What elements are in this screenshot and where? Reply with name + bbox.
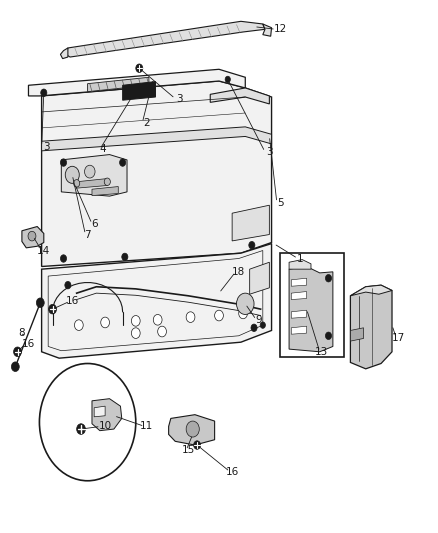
Bar [280, 253, 344, 357]
Polygon shape [94, 406, 105, 417]
Polygon shape [210, 88, 269, 104]
Text: 6: 6 [91, 219, 98, 229]
Circle shape [14, 347, 21, 357]
Polygon shape [22, 227, 44, 248]
Circle shape [28, 231, 36, 241]
Circle shape [158, 326, 166, 337]
Circle shape [74, 320, 83, 330]
Circle shape [249, 241, 255, 249]
Circle shape [60, 159, 67, 166]
Polygon shape [77, 179, 107, 188]
Text: 11: 11 [140, 422, 153, 431]
Circle shape [11, 362, 19, 372]
Circle shape [186, 421, 199, 437]
Polygon shape [60, 48, 68, 59]
Circle shape [153, 314, 162, 325]
Polygon shape [42, 127, 272, 151]
Circle shape [225, 76, 230, 83]
Polygon shape [350, 285, 392, 296]
Circle shape [237, 293, 254, 314]
Circle shape [239, 308, 247, 319]
Text: 16: 16 [66, 296, 79, 306]
Polygon shape [291, 292, 307, 300]
Circle shape [136, 64, 143, 72]
Circle shape [65, 166, 79, 183]
Polygon shape [28, 69, 245, 96]
Polygon shape [88, 77, 149, 92]
Text: 5: 5 [277, 198, 284, 207]
Circle shape [325, 332, 332, 340]
Text: 3: 3 [266, 147, 273, 157]
Circle shape [131, 316, 140, 326]
Circle shape [74, 180, 80, 187]
Polygon shape [61, 155, 127, 196]
Polygon shape [169, 415, 215, 445]
Circle shape [101, 317, 110, 328]
Text: 15: 15 [182, 446, 195, 455]
Text: 14: 14 [37, 246, 50, 255]
Polygon shape [350, 285, 392, 369]
Circle shape [49, 304, 57, 314]
Circle shape [60, 255, 67, 262]
Polygon shape [289, 266, 333, 352]
Text: 18: 18 [232, 267, 245, 277]
Circle shape [122, 253, 128, 261]
Circle shape [215, 310, 223, 321]
Polygon shape [92, 399, 122, 431]
Text: 13: 13 [315, 347, 328, 357]
Text: 10: 10 [99, 422, 112, 431]
Polygon shape [66, 21, 265, 57]
Text: 16: 16 [22, 339, 35, 349]
Text: 7: 7 [84, 230, 91, 239]
Circle shape [39, 364, 136, 481]
Circle shape [85, 165, 95, 178]
Text: 2: 2 [143, 118, 150, 127]
Circle shape [41, 89, 47, 96]
Polygon shape [42, 81, 272, 266]
Text: 1: 1 [297, 254, 304, 263]
Circle shape [65, 281, 71, 289]
Polygon shape [263, 24, 272, 36]
Circle shape [251, 324, 257, 332]
Text: 4: 4 [99, 144, 106, 154]
Polygon shape [250, 262, 269, 294]
Polygon shape [42, 244, 272, 358]
Circle shape [186, 312, 195, 322]
Text: 3: 3 [42, 142, 49, 151]
Circle shape [36, 298, 44, 308]
Polygon shape [123, 82, 155, 100]
Text: 3: 3 [176, 94, 183, 103]
Circle shape [120, 159, 126, 166]
Circle shape [260, 322, 265, 328]
Polygon shape [92, 187, 118, 196]
Polygon shape [291, 278, 307, 286]
Circle shape [104, 178, 110, 185]
Circle shape [194, 441, 201, 449]
Polygon shape [289, 260, 311, 269]
Polygon shape [232, 205, 269, 241]
Polygon shape [291, 326, 307, 334]
Text: 16: 16 [226, 467, 239, 477]
Text: 17: 17 [392, 334, 405, 343]
Polygon shape [350, 328, 364, 341]
Text: 8: 8 [18, 328, 25, 338]
Circle shape [77, 424, 85, 434]
Polygon shape [291, 310, 307, 318]
Circle shape [325, 274, 332, 282]
Circle shape [131, 328, 140, 338]
Text: 12: 12 [274, 25, 287, 34]
Text: 9: 9 [255, 315, 262, 325]
